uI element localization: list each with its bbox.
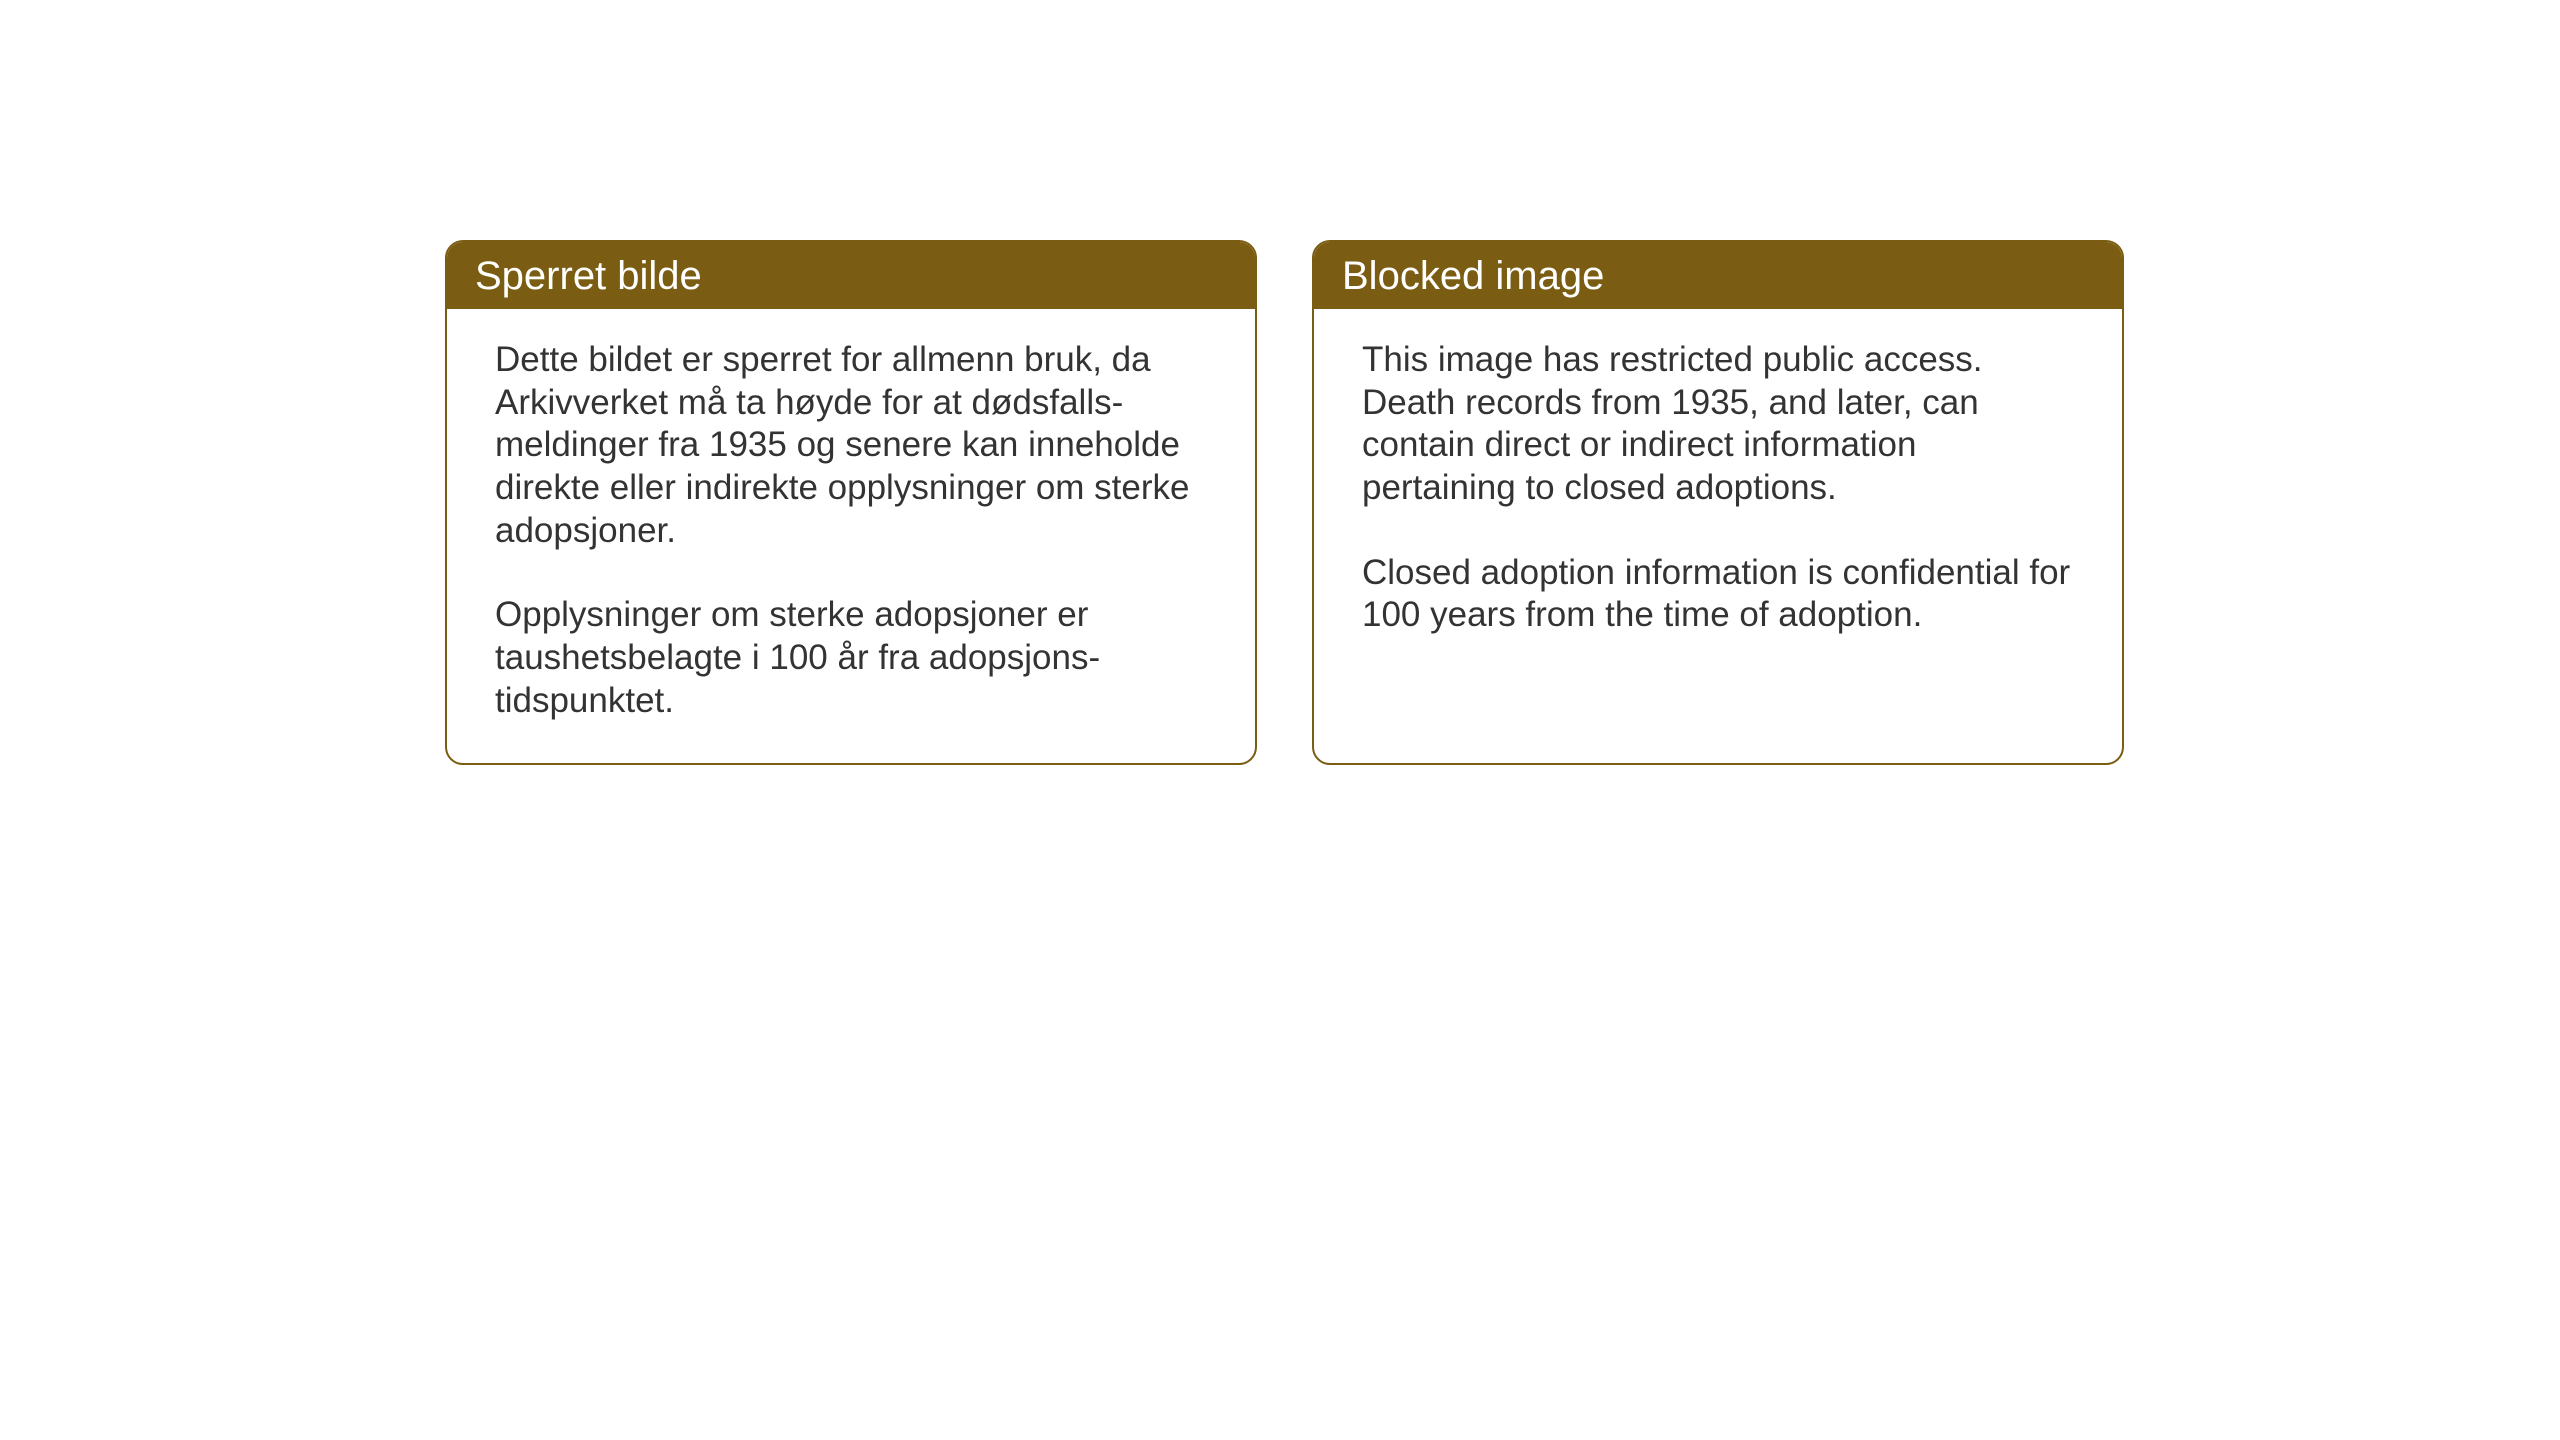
card-title-norwegian: Sperret bilde xyxy=(475,254,702,298)
card-title-english: Blocked image xyxy=(1342,254,1604,298)
card-para2-english: Closed adoption information is confident… xyxy=(1362,552,2074,637)
notice-card-english: Blocked image This image has restricted … xyxy=(1312,240,2124,765)
card-header-norwegian: Sperret bilde xyxy=(447,242,1255,309)
card-para1-norwegian: Dette bildet er sperret for allmenn bruk… xyxy=(495,339,1207,552)
notice-container: Sperret bilde Dette bildet er sperret fo… xyxy=(445,240,2124,765)
notice-card-norwegian: Sperret bilde Dette bildet er sperret fo… xyxy=(445,240,1257,765)
card-para2-norwegian: Opplysninger om sterke adopsjoner er tau… xyxy=(495,594,1207,722)
card-header-english: Blocked image xyxy=(1314,242,2122,309)
card-para1-english: This image has restricted public access.… xyxy=(1362,339,2074,510)
card-body-norwegian: Dette bildet er sperret for allmenn bruk… xyxy=(447,309,1255,763)
card-body-english: This image has restricted public access.… xyxy=(1314,309,2122,677)
